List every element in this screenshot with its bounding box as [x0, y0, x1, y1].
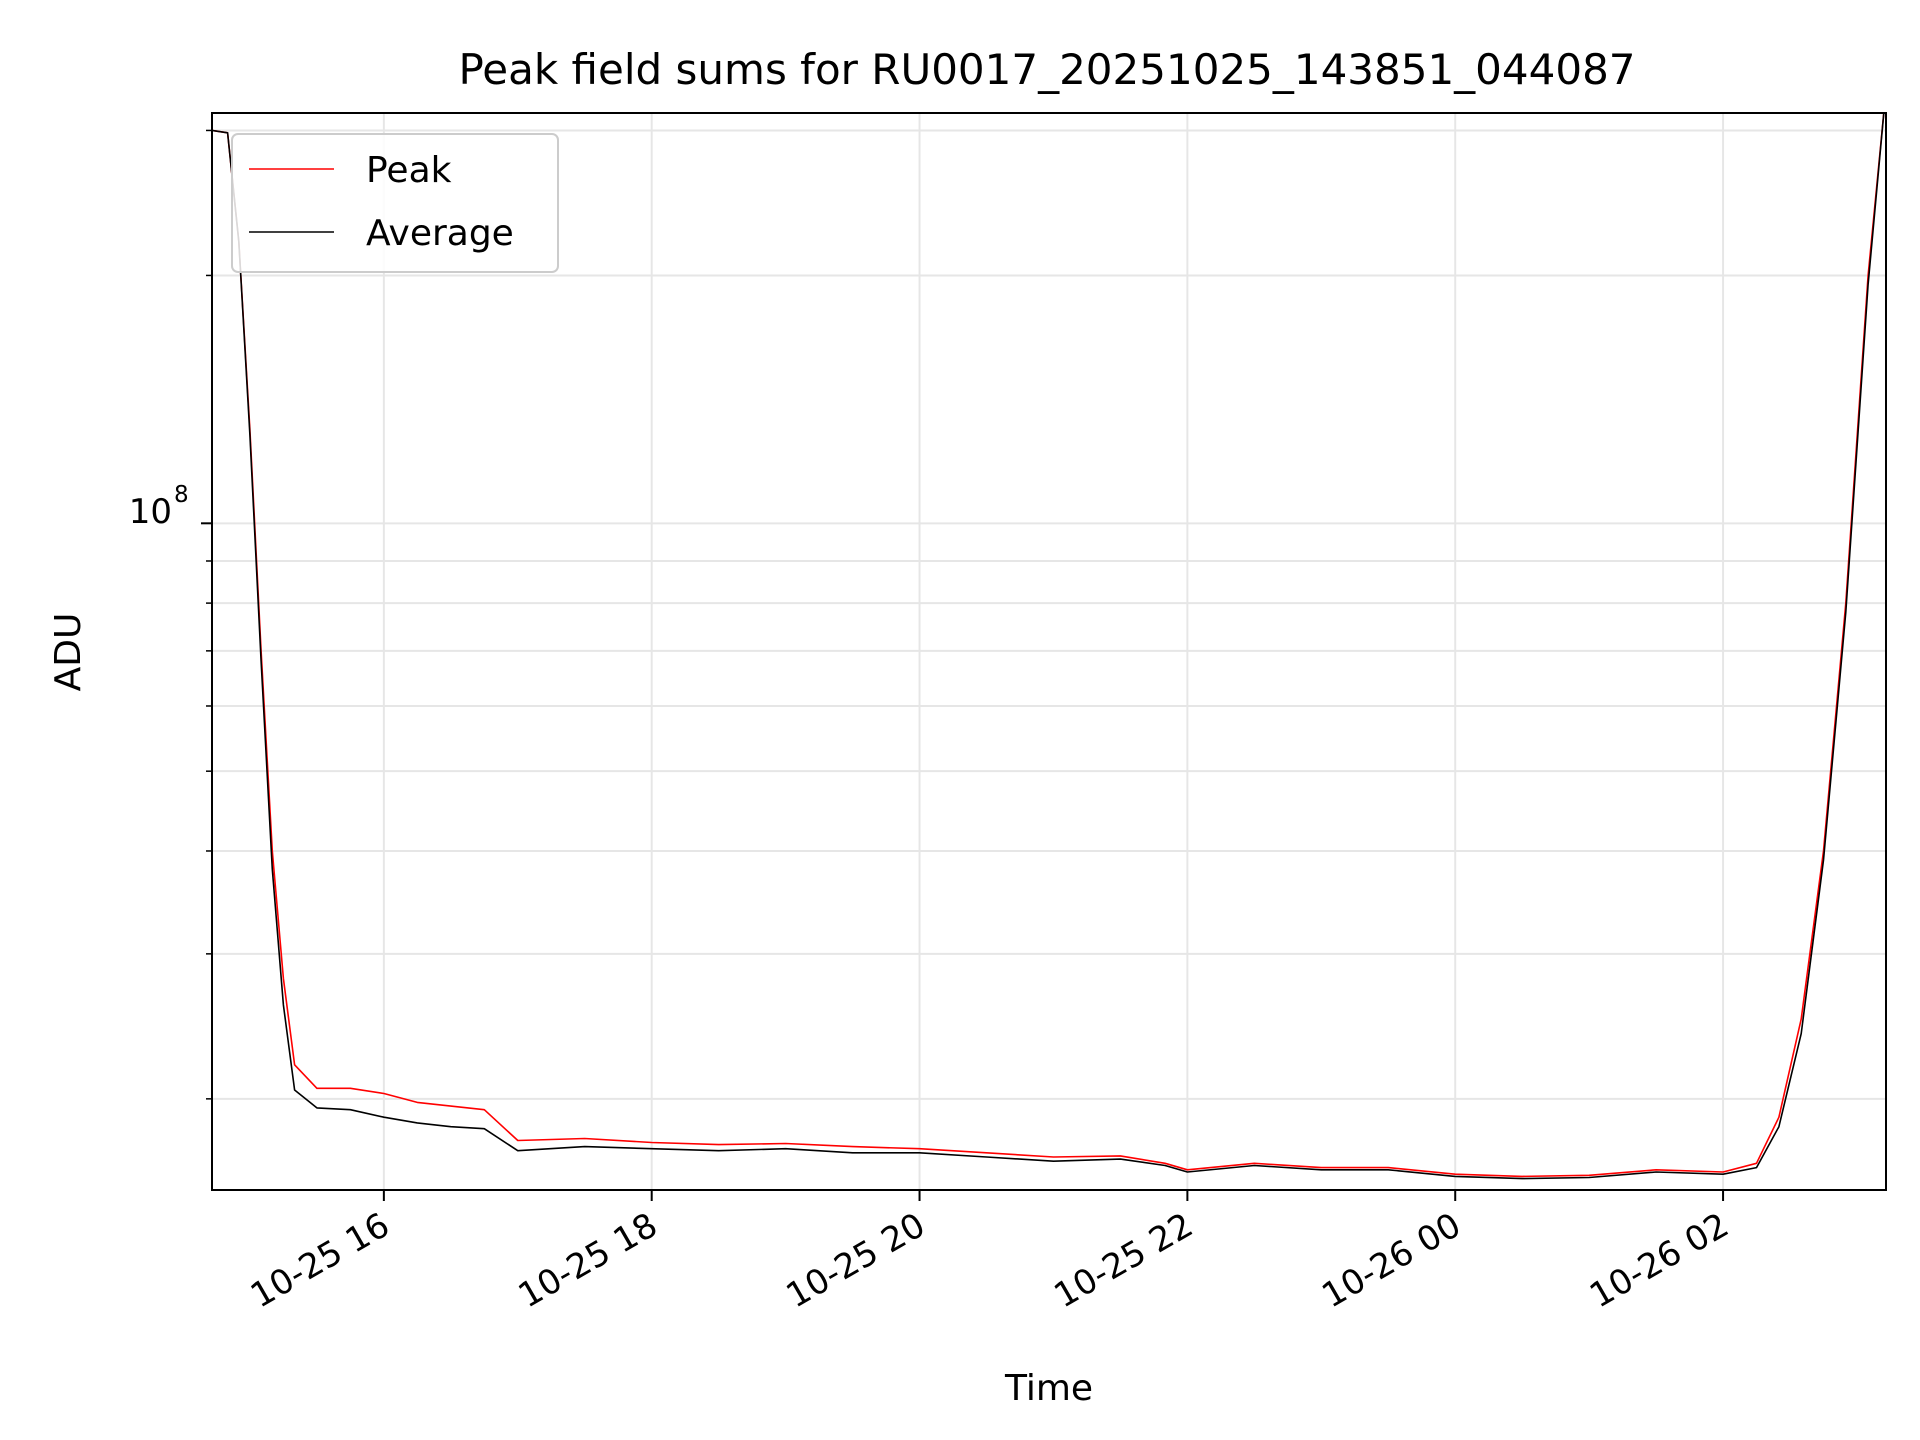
chart-title: Peak field sums for RU0017_20251025_1438…	[458, 45, 1635, 94]
series-layer	[212, 113, 1885, 1180]
y-axis-label: ADU	[48, 613, 89, 692]
legend: Peak Average	[231, 133, 559, 273]
x-axis-label: Time	[1004, 1368, 1093, 1409]
series-line-average	[212, 113, 1885, 1180]
series-line-peak	[212, 113, 1885, 1178]
legend-label-average: Average	[366, 213, 514, 254]
y-tick-label-exponent: 8	[174, 482, 189, 508]
y-tick-label-1e8: 10 8	[129, 482, 189, 532]
y-tick-label-base: 10	[129, 492, 172, 532]
legend-label-peak: Peak	[366, 150, 452, 191]
grid-layer	[212, 113, 1886, 1190]
